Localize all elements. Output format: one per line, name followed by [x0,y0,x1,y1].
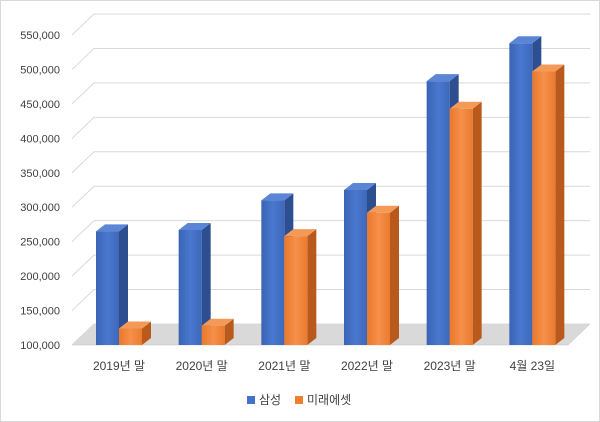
gridline [71,47,590,70]
y-tick-label: 500,000 [20,64,60,76]
x-tick-label: 2019년 말 [93,359,145,373]
legend-label: 삼성 [259,393,281,407]
bar-side [119,224,128,345]
bar-side [472,101,482,345]
y-tick-label: 200,000 [20,271,60,283]
bar-front [449,108,473,345]
y-tick-label: 150,000 [20,306,60,318]
bar-front [344,190,367,345]
legend-swatch [247,396,255,404]
bar-top [178,222,211,230]
bar-front [201,325,225,345]
y-tick-label: 250,000 [20,237,60,249]
y-tick-label: 300,000 [20,202,60,214]
bar-top [344,183,376,190]
bar-top [201,318,234,326]
gridline [71,289,590,311]
bars [96,36,565,346]
bar-top [532,64,565,72]
y-tick-label: 350,000 [20,168,60,180]
bar-front [96,231,119,345]
gridline [71,151,590,174]
gridline [71,82,590,105]
bar-front [509,43,533,346]
gridline [71,323,590,346]
x-tick-label: 2023년 말 [424,359,476,373]
bar-front [426,81,450,346]
legend-swatch [295,396,303,404]
bar-mirae-2 [284,229,317,345]
y-tick-label: 100,000 [20,340,60,352]
x-tick-label: 2022년 말 [341,359,393,373]
bar-side [201,222,211,345]
bar-side [142,321,151,345]
bar-samsung-1 [178,222,211,345]
bar-top [284,229,317,237]
y-tick-label: 400,000 [20,133,60,145]
gridline [71,220,590,243]
bar-side [224,318,234,345]
gridline [71,116,590,139]
y-tick-label: 450,000 [20,99,60,111]
bar-top [509,36,542,44]
bar-mirae-5 [532,64,565,345]
bar-side [555,64,565,345]
x-tick-label: 4월 23일 [510,359,555,373]
bar-front [532,71,556,345]
bar-mirae-3 [367,205,399,345]
bar-mirae-0 [119,321,151,345]
legend-label: 미래에셋 [307,393,351,407]
bar-front [367,212,390,345]
x-tick-label: 2021년 말 [258,359,310,373]
bar-top [426,74,459,82]
bar-top [449,101,482,109]
bar-mirae-4 [449,101,482,345]
bar-samsung-0 [96,224,128,345]
x-axis-labels: 2019년 말 2020년 말 2021년 말 2022년 말 2023년 말 4월 23… [93,359,555,373]
bar-front [284,236,308,345]
bar-top [119,321,151,329]
legend: 삼성 미래에셋 [247,393,351,407]
bar-side [390,205,399,345]
bar-front [261,200,285,345]
gridlines [71,13,590,346]
y-tick-label: 550,000 [20,30,60,42]
bar-top [367,205,399,213]
bar-front [178,229,202,345]
gridline [71,13,590,36]
gridline [71,185,590,208]
bar-top [261,193,294,201]
x-tick-label: 2020년 말 [176,359,228,373]
bar-top [96,224,128,232]
bar-front [119,328,142,345]
bar-mirae-1 [201,318,234,345]
bar-side [307,229,317,345]
y-axis-ticks: 100,000 150,000 200,000 250,000 300,000 350,0… [20,30,60,352]
gridline [71,254,590,277]
